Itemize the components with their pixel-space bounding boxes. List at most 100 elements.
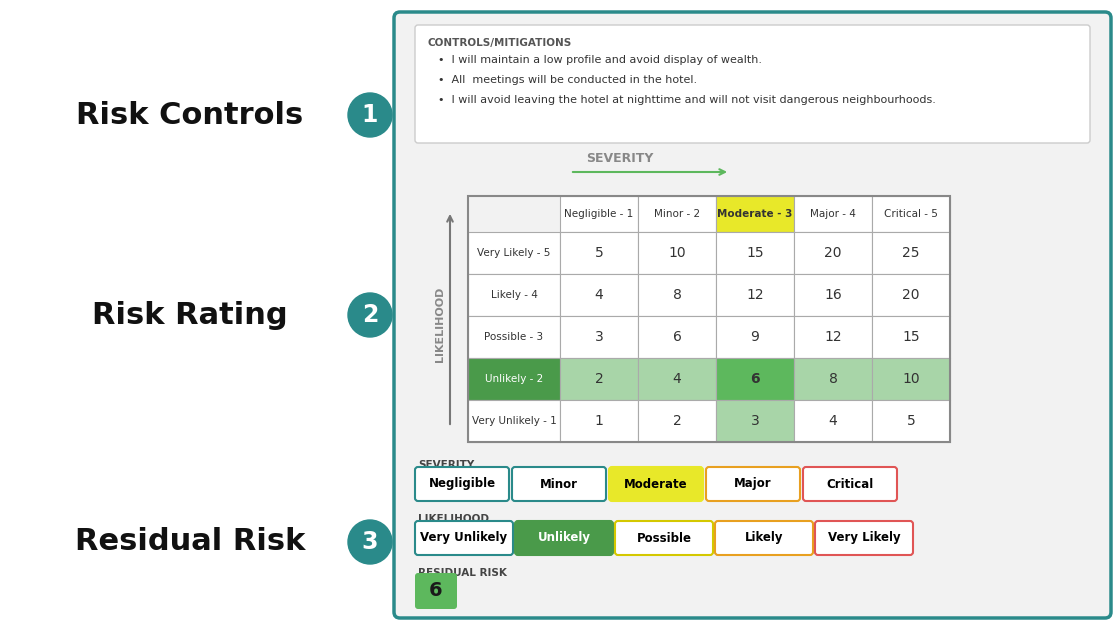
FancyBboxPatch shape [715, 521, 813, 555]
Bar [560, 232, 638, 274]
Text: 12: 12 [824, 330, 842, 344]
Text: 2: 2 [362, 303, 379, 327]
Text: Critical: Critical [827, 478, 874, 491]
Text: 1: 1 [595, 414, 604, 428]
Text: Likely: Likely [745, 532, 783, 544]
FancyBboxPatch shape [615, 521, 713, 555]
Bar [560, 316, 638, 358]
Text: 10: 10 [669, 246, 685, 260]
Text: •  I will maintain a low profile and avoid display of wealth.: • I will maintain a low profile and avoi… [438, 55, 762, 65]
Text: 4: 4 [673, 372, 681, 386]
Circle shape [348, 93, 392, 137]
Text: 8: 8 [829, 372, 838, 386]
Bar [794, 400, 872, 442]
Text: 5: 5 [906, 414, 915, 428]
Text: SEVERITY: SEVERITY [586, 151, 654, 164]
FancyBboxPatch shape [609, 467, 703, 501]
Bar [468, 196, 950, 442]
Bar [638, 358, 716, 400]
FancyBboxPatch shape [394, 12, 1111, 618]
Text: Residual Risk: Residual Risk [75, 527, 305, 556]
Text: 9: 9 [750, 330, 759, 344]
Text: 12: 12 [746, 288, 764, 302]
Text: Major - 4: Major - 4 [810, 209, 856, 219]
Bar [560, 274, 638, 316]
FancyBboxPatch shape [416, 25, 1090, 143]
Bar [638, 316, 716, 358]
Text: Moderate - 3: Moderate - 3 [717, 209, 793, 219]
Text: 4: 4 [829, 414, 838, 428]
Text: Unlikely: Unlikely [538, 532, 590, 544]
Bar [468, 274, 560, 316]
Bar [468, 400, 560, 442]
Text: Possible: Possible [636, 532, 691, 544]
Text: SEVERITY: SEVERITY [418, 460, 474, 470]
Text: Moderate: Moderate [624, 478, 688, 491]
Bar [716, 358, 794, 400]
Bar [872, 232, 950, 274]
Text: Negligible: Negligible [429, 478, 495, 491]
FancyBboxPatch shape [803, 467, 897, 501]
Text: Unlikely - 2: Unlikely - 2 [485, 374, 543, 384]
Bar [716, 196, 794, 232]
Text: 1: 1 [362, 103, 379, 127]
FancyBboxPatch shape [416, 521, 513, 555]
Text: 8: 8 [673, 288, 681, 302]
Text: Very Unlikely: Very Unlikely [420, 532, 507, 544]
Bar [716, 400, 794, 442]
Text: Negligible - 1: Negligible - 1 [564, 209, 634, 219]
Text: 3: 3 [362, 530, 379, 554]
Text: 20: 20 [903, 288, 920, 302]
Text: Major: Major [735, 478, 772, 491]
Text: 4: 4 [595, 288, 604, 302]
Bar [872, 358, 950, 400]
Bar [638, 400, 716, 442]
Text: Risk Controls: Risk Controls [76, 101, 304, 130]
Text: Critical - 5: Critical - 5 [884, 209, 937, 219]
FancyBboxPatch shape [416, 467, 508, 501]
Bar [560, 196, 638, 232]
Bar [560, 400, 638, 442]
Text: 20: 20 [824, 246, 842, 260]
Text: 2: 2 [673, 414, 681, 428]
FancyBboxPatch shape [512, 467, 606, 501]
Bar [794, 274, 872, 316]
Text: 25: 25 [903, 246, 920, 260]
FancyBboxPatch shape [515, 521, 613, 555]
Bar [468, 232, 560, 274]
FancyBboxPatch shape [706, 467, 800, 501]
Bar [560, 358, 638, 400]
Bar [716, 232, 794, 274]
Text: 10: 10 [903, 372, 920, 386]
Bar [638, 196, 716, 232]
Text: 6: 6 [750, 372, 759, 386]
Text: 6: 6 [673, 330, 681, 344]
Bar [794, 196, 872, 232]
Text: Minor - 2: Minor - 2 [654, 209, 700, 219]
Text: LIKELIHOOD: LIKELIHOOD [418, 514, 489, 524]
Bar [794, 232, 872, 274]
Bar [794, 316, 872, 358]
Text: 16: 16 [824, 288, 842, 302]
Text: RESIDUAL RISK: RESIDUAL RISK [418, 568, 507, 578]
Text: 5: 5 [595, 246, 604, 260]
Bar [716, 274, 794, 316]
Bar [638, 232, 716, 274]
Bar [468, 358, 560, 400]
Text: •  I will avoid leaving the hotel at nighttime and will not visit dangerous neig: • I will avoid leaving the hotel at nigh… [438, 95, 936, 105]
FancyBboxPatch shape [815, 521, 913, 555]
Text: Very Likely: Very Likely [828, 532, 900, 544]
Bar [716, 316, 794, 358]
Bar [872, 196, 950, 232]
Text: 15: 15 [903, 330, 920, 344]
Text: Minor: Minor [540, 478, 578, 491]
Circle shape [348, 293, 392, 337]
Bar [794, 358, 872, 400]
Text: LIKELIHOOD: LIKELIHOOD [435, 286, 445, 362]
Text: Risk Rating: Risk Rating [92, 301, 288, 329]
Circle shape [348, 520, 392, 564]
Text: 6: 6 [429, 581, 442, 600]
Text: CONTROLS/MITIGATIONS: CONTROLS/MITIGATIONS [428, 38, 572, 48]
FancyBboxPatch shape [416, 573, 457, 609]
Text: 3: 3 [750, 414, 759, 428]
